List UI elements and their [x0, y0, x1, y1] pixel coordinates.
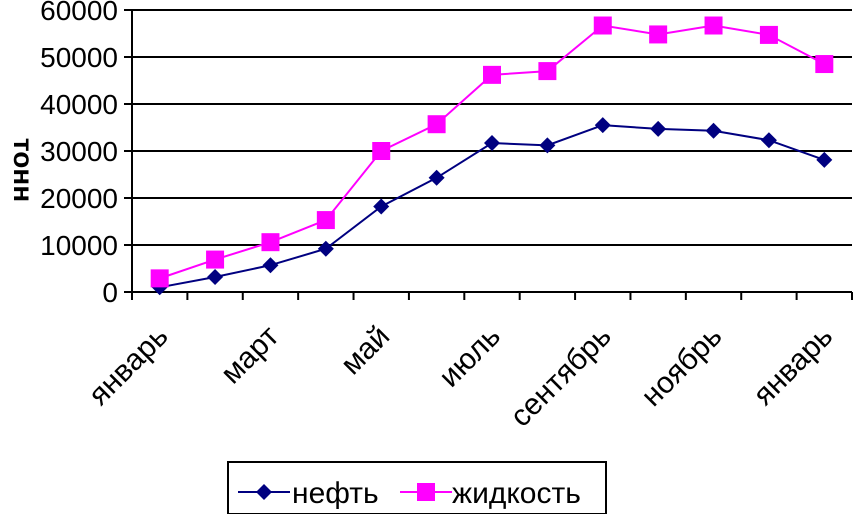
- data-point-0: [705, 122, 722, 139]
- data-point-0: [428, 169, 445, 186]
- gridlines: [132, 9, 852, 246]
- data-point-1: [316, 211, 335, 230]
- data-point-1: [704, 16, 723, 35]
- x-tick-label: сентябрь: [504, 320, 618, 434]
- y-tick-label: 20000: [40, 183, 118, 214]
- data-point-1: [372, 142, 391, 160]
- x-tick-label: июль: [433, 320, 507, 394]
- x-tick-label: январь: [747, 320, 839, 412]
- y-tick-label: 0: [102, 277, 118, 308]
- y-tick-label: 60000: [40, 0, 118, 26]
- data-point-1: [427, 115, 446, 134]
- x-tick-label: ноябрь: [635, 320, 728, 413]
- data-point-0: [650, 120, 667, 137]
- y-tick-label: 40000: [40, 89, 118, 120]
- legend-marker-1: [417, 483, 435, 501]
- y-tick-label: 30000: [40, 136, 118, 167]
- legend: нефть жидкость: [227, 461, 607, 514]
- data-point-1: [483, 65, 501, 84]
- y-axis-label: тонн: [8, 138, 39, 202]
- data-point-0: [262, 257, 279, 274]
- data-point-0: [594, 117, 611, 134]
- data-point-1: [206, 250, 225, 269]
- data-point-0: [317, 240, 334, 257]
- series-layer: [150, 16, 834, 296]
- data-point-0: [484, 135, 500, 152]
- x-tick-label: май: [335, 320, 397, 382]
- data-point-1: [759, 25, 778, 44]
- y-tick-label: 50000: [40, 42, 118, 73]
- x-tick-label: январь: [82, 320, 174, 412]
- data-point-1: [538, 62, 557, 81]
- x-tick-label: март: [215, 319, 286, 390]
- legend-label-0: нефть: [292, 477, 379, 510]
- data-point-1: [815, 55, 834, 74]
- data-point-1: [649, 25, 668, 44]
- data-point-1: [150, 269, 169, 288]
- data-point-1: [261, 233, 280, 252]
- y-tick-label: 10000: [40, 230, 118, 261]
- legend-marker-0: [256, 484, 272, 500]
- data-point-0: [207, 268, 224, 285]
- data-point-1: [593, 16, 612, 35]
- y-axis-ticks: 0 10000 20000 30000 40000 50000 60000: [40, 0, 132, 308]
- data-point-0: [816, 151, 833, 168]
- data-point-0: [373, 198, 390, 215]
- data-point-0: [539, 137, 556, 154]
- data-point-0: [760, 132, 777, 149]
- legend-label-1: жидкость: [452, 477, 581, 510]
